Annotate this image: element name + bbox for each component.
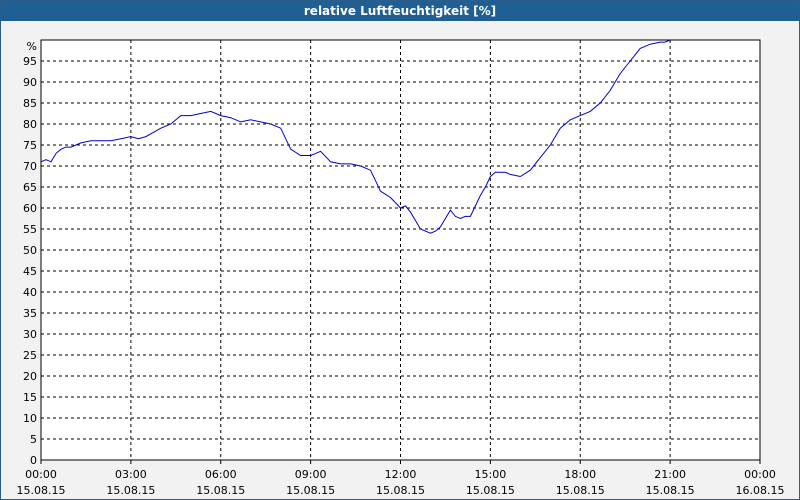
y-tick-label: 35 xyxy=(23,307,37,320)
humidity-line xyxy=(40,39,671,234)
x-tick-date: 15.08.15 xyxy=(106,484,155,497)
x-tick-date: 15.08.15 xyxy=(376,484,425,497)
y-tick-label: 15 xyxy=(23,391,37,404)
y-tick-label: 55 xyxy=(23,223,37,236)
y-tick-label: 75 xyxy=(23,139,37,152)
y-tick-label: 30 xyxy=(23,328,37,341)
x-tick-date: 15.08.15 xyxy=(17,484,66,497)
x-tick-time: 18:00 xyxy=(564,468,596,481)
x-tick-time: 03:00 xyxy=(115,468,147,481)
x-tick-time: 00:00 xyxy=(25,468,57,481)
y-tick-label: 70 xyxy=(23,160,37,173)
x-tick-date: 15.08.15 xyxy=(466,484,515,497)
x-tick-date: 16.08.15 xyxy=(736,484,785,497)
x-tick-time: 06:00 xyxy=(205,468,237,481)
x-tick-time: 15:00 xyxy=(475,468,507,481)
y-tick-label: 0 xyxy=(30,454,37,467)
x-tick-date: 15.08.15 xyxy=(286,484,335,497)
y-tick-label: 65 xyxy=(23,181,37,194)
x-tick-time: 21:00 xyxy=(654,468,686,481)
x-tick-time: 12:00 xyxy=(385,468,417,481)
y-axis-unit: % xyxy=(27,40,37,53)
y-tick-label: 5 xyxy=(30,433,37,446)
y-tick-label: 40 xyxy=(23,286,37,299)
y-tick-label: 50 xyxy=(23,244,37,257)
x-tick-date: 15.08.15 xyxy=(196,484,245,497)
y-tick-label: 20 xyxy=(23,370,37,383)
y-tick-label: 80 xyxy=(23,118,37,131)
x-tick-date: 15.08.15 xyxy=(646,484,695,497)
y-tick-label: 85 xyxy=(23,97,37,110)
x-tick-time: 00:00 xyxy=(744,468,776,481)
y-tick-label: 10 xyxy=(23,412,37,425)
y-tick-label: 95 xyxy=(23,55,37,68)
y-tick-label: 25 xyxy=(23,349,37,362)
x-tick-time: 09:00 xyxy=(295,468,327,481)
x-tick-date: 15.08.15 xyxy=(556,484,605,497)
y-tick-label: 60 xyxy=(23,202,37,215)
chart-title: relative Luftfeuchtigkeit [%] xyxy=(1,1,799,21)
y-tick-label: 90 xyxy=(23,76,37,89)
y-tick-label: 45 xyxy=(23,265,37,278)
